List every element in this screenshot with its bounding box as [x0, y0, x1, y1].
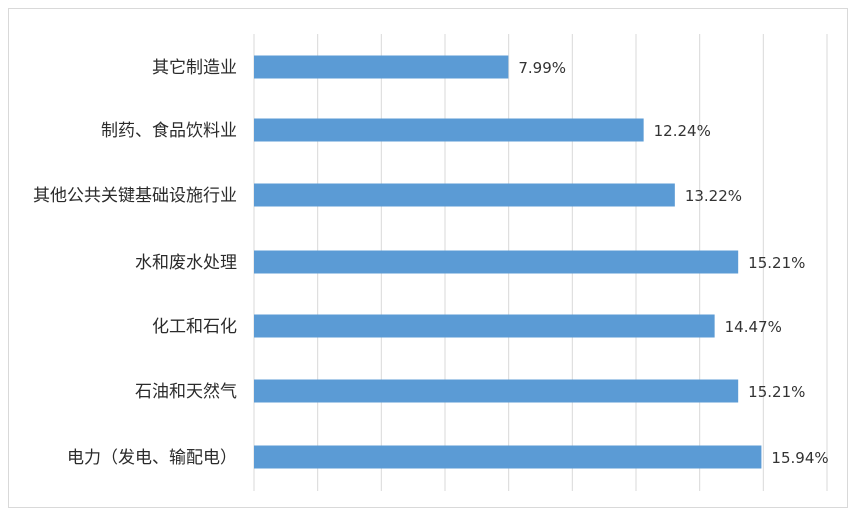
category-label: 化工和石化	[152, 317, 237, 337]
bar	[254, 250, 739, 274]
value-label: 15.21%	[748, 383, 805, 401]
chart-frame: 其它制造业制药、食品饮料业其他公共关键基础设施行业水和废水处理化工和石化石油和天…	[8, 8, 848, 508]
value-label: 15.21%	[748, 254, 805, 272]
bar	[254, 118, 644, 142]
category-label: 石油和天然气	[135, 382, 237, 402]
value-label: 12.24%	[654, 122, 711, 140]
bar	[254, 55, 509, 79]
bar	[254, 183, 675, 207]
bar	[254, 445, 762, 469]
value-labels: 7.99% 12.24% 13.22% 15.21% 14.47% 15.21% 15.94…	[518, 59, 828, 467]
bar	[254, 314, 715, 338]
bar	[254, 379, 739, 403]
category-labels: 其它制造业制药、食品饮料业其他公共关键基础设施行业水和废水处理化工和石化石油和天…	[33, 58, 237, 468]
bars	[254, 55, 762, 469]
category-label: 其它制造业	[152, 58, 237, 78]
category-label: 水和废水处理	[135, 253, 237, 273]
value-label: 7.99%	[518, 59, 566, 77]
value-label: 14.47%	[725, 318, 782, 336]
category-label: 其他公共关键基础设施行业	[33, 186, 237, 206]
value-label: 15.94%	[771, 449, 828, 467]
category-label: 制药、食品饮料业	[101, 121, 237, 141]
bar-chart: 其它制造业制药、食品饮料业其他公共关键基础设施行业水和废水处理化工和石化石油和天…	[33, 34, 829, 491]
category-label: 电力（发电、输配电）	[67, 448, 237, 468]
value-label: 13.22%	[685, 187, 742, 205]
